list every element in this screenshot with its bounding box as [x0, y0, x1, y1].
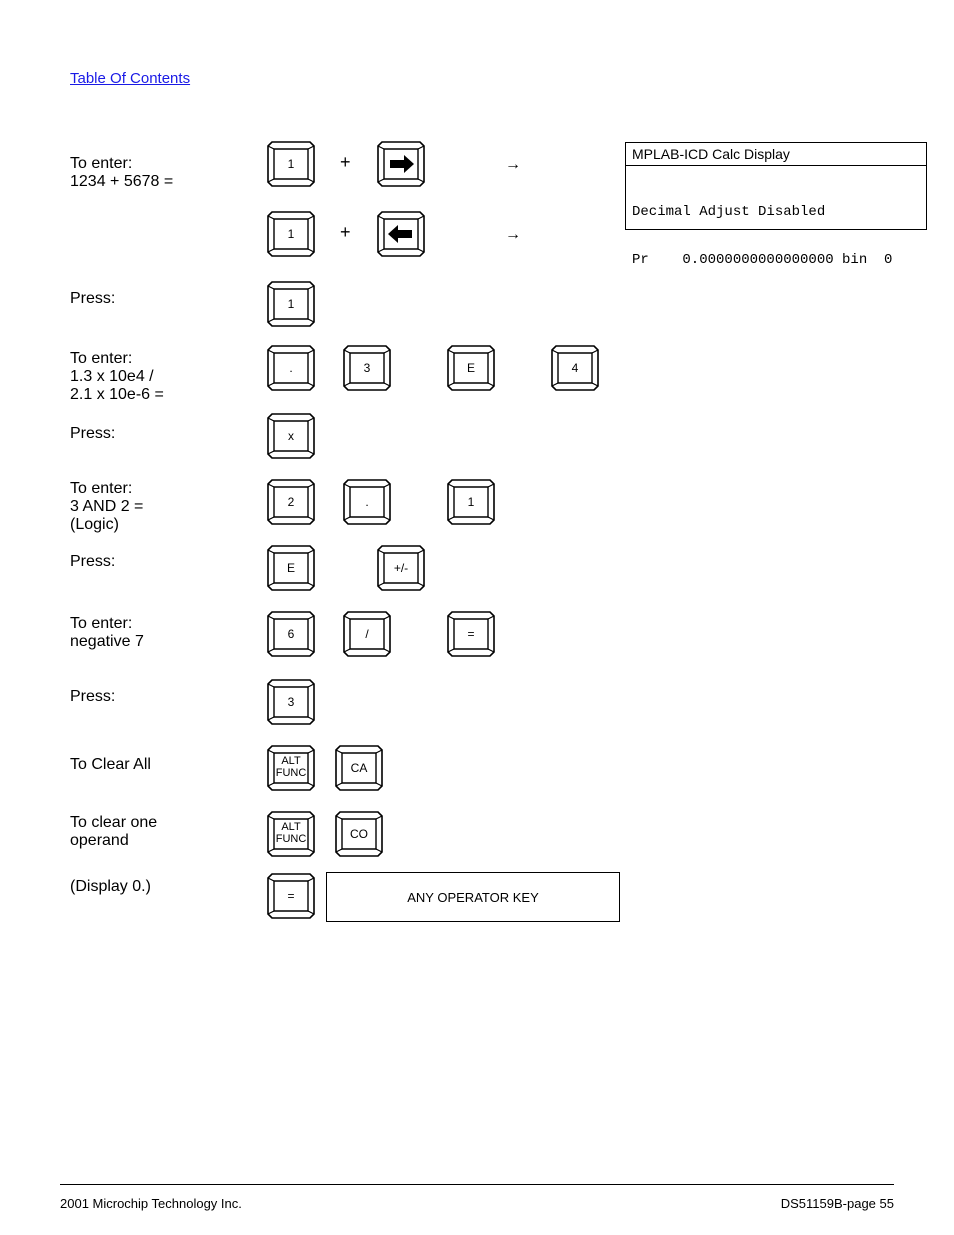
- key: 1: [446, 478, 496, 526]
- step-text: Press:: [70, 290, 115, 308]
- key-1: 1: [266, 210, 316, 258]
- key: .: [266, 344, 316, 392]
- key-arrow-left: [376, 210, 426, 258]
- plus-icon: +: [340, 222, 351, 243]
- step-text: To Clear All: [70, 756, 151, 774]
- arrow-icon: →: [505, 226, 521, 244]
- footer-left: 2001 Microchip Technology Inc.: [60, 1196, 242, 1211]
- key: =: [446, 610, 496, 658]
- key: E: [446, 344, 496, 392]
- key: x: [266, 412, 316, 460]
- plus-icon: +: [340, 152, 351, 173]
- key-arrow-right: [376, 140, 426, 188]
- key-alt-func: ALTFUNC: [266, 744, 316, 792]
- key: /: [342, 610, 392, 658]
- key: CA: [334, 744, 384, 792]
- footer-rule: [60, 1184, 894, 1185]
- key: E: [266, 544, 316, 592]
- step-text: (Display 0.): [70, 878, 151, 896]
- key: 6: [266, 610, 316, 658]
- key: 2: [266, 478, 316, 526]
- step-text: To enter:3 AND 2 =(Logic): [70, 480, 143, 534]
- step-text: To enter:1.3 x 10e4 /2.1 x 10e-6 =: [70, 350, 164, 404]
- key-blank: 1: [266, 280, 316, 328]
- display-line: Pr 0.0000000000000000 bin 0: [632, 252, 920, 268]
- step-text: Press:: [70, 553, 115, 571]
- step-text: Press:: [70, 688, 115, 706]
- step-text: To enter:1234 + 5678 =: [70, 155, 173, 191]
- key-label: ANY OPERATOR KEY: [407, 890, 539, 905]
- key: 4: [550, 344, 600, 392]
- display-line: Decimal Adjust Disabled: [632, 204, 920, 220]
- step-text: To enter:negative 7: [70, 615, 144, 651]
- key: 3: [342, 344, 392, 392]
- key-any-operator: ANY OPERATOR KEY: [326, 872, 620, 922]
- footer-right: DS51159B-page 55: [781, 1196, 894, 1211]
- key-1: 1: [266, 140, 316, 188]
- key: CO: [334, 810, 384, 858]
- step-text: To clear oneoperand: [70, 814, 157, 850]
- key: +/-: [376, 544, 426, 592]
- calc-display: MPLAB-ICD Calc Display Decimal Adjust Di…: [625, 142, 927, 230]
- key-alt-func: ALTFUNC: [266, 810, 316, 858]
- step-text: Press:: [70, 425, 115, 443]
- arrow-icon: →: [505, 156, 521, 174]
- key: .: [342, 478, 392, 526]
- toc-link[interactable]: Table Of Contents: [70, 70, 190, 87]
- display-title: MPLAB-ICD Calc Display: [626, 143, 926, 166]
- key-equals: =: [266, 872, 316, 920]
- key: 3: [266, 678, 316, 726]
